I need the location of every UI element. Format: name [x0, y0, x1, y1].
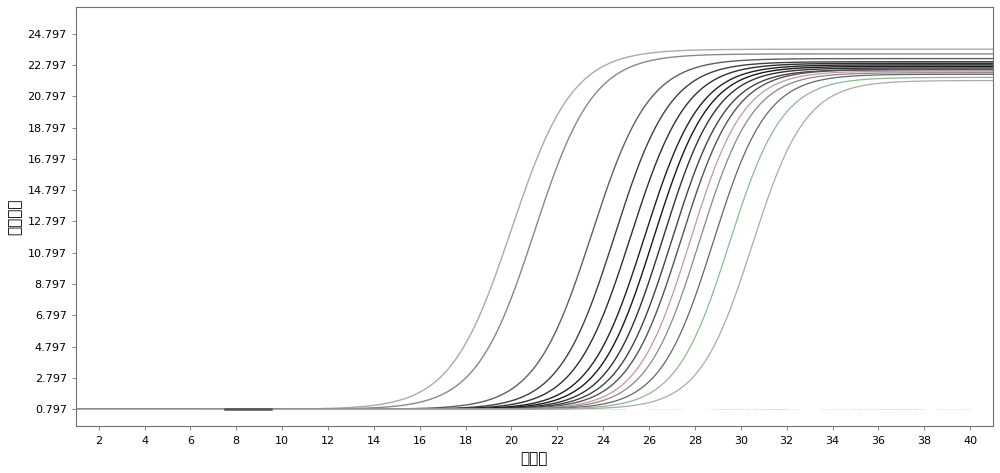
- X-axis label: 循环数: 循环数: [521, 451, 548, 466]
- Y-axis label: 荧光信号: 荧光信号: [7, 199, 22, 235]
